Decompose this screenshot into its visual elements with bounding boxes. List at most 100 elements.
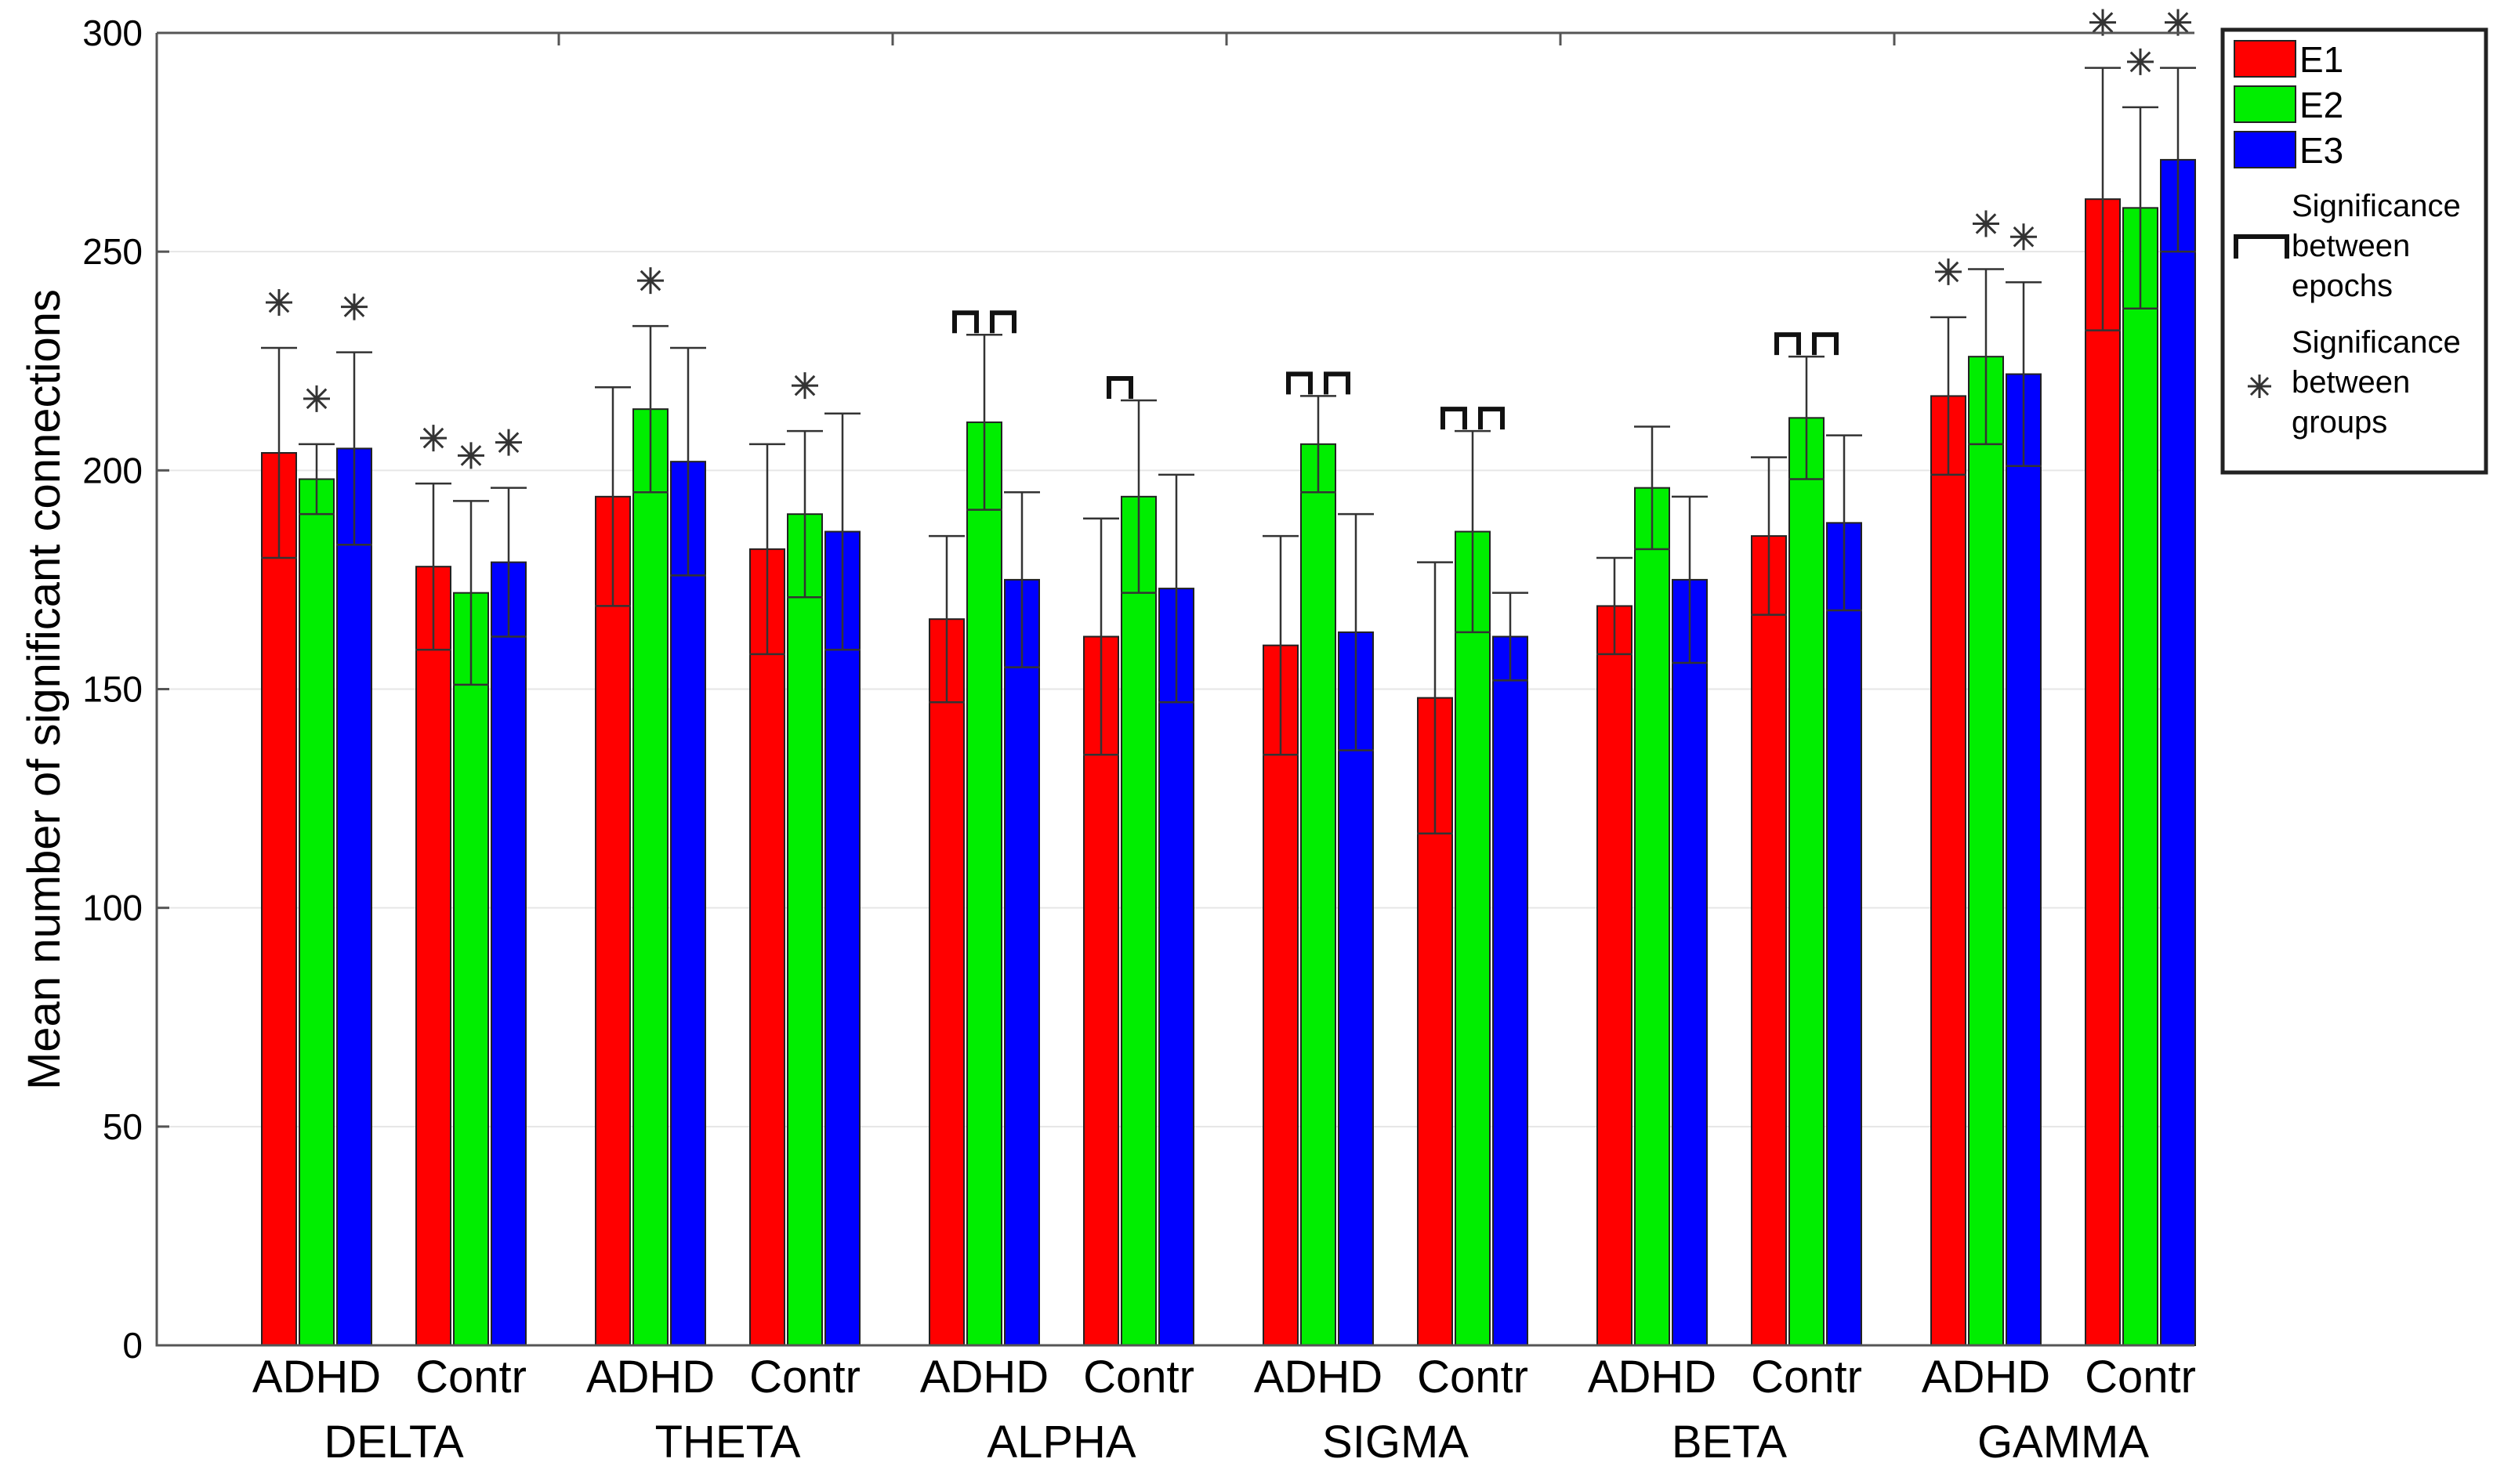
x-tick-label-contr: Contr: [1417, 1352, 1528, 1403]
x-tick-label-contr: Contr: [1751, 1352, 1862, 1403]
group-significance-star: [637, 267, 664, 295]
x-tick-label-adhd: ADHD: [1588, 1352, 1716, 1403]
error-bar-e3: [824, 412, 861, 651]
bar-e1-adhd: [1263, 644, 1299, 1346]
legend-bracket-icon: [2234, 234, 2289, 259]
error-bar-e3: [336, 351, 372, 546]
group-significance-star: [458, 442, 484, 469]
error-bar-e2: [787, 429, 823, 599]
group-significance-star: [495, 429, 522, 456]
error-bar-e1: [1083, 517, 1119, 756]
error-bar-e2: [2122, 106, 2158, 309]
bar-e3-contr: [824, 530, 861, 1346]
bar-e2-contr: [2122, 207, 2158, 1346]
group-significance-star: [303, 385, 330, 412]
legend-star-label-3: groups: [2292, 405, 2387, 440]
epoch-significance-bracket: [1478, 407, 1505, 430]
error-bar-e2: [1788, 355, 1825, 480]
x-tick-label-contr: Contr: [749, 1352, 861, 1403]
tick-labels: 0 50 100 150 200 250 300 ADHD Contr ADHD Contr ADHD…: [82, 13, 2230, 1468]
bar-e2-contr: [1121, 495, 1157, 1346]
bar-e3-contr: [1158, 588, 1194, 1346]
error-bar-e1: [1751, 456, 1787, 616]
group-significance-star: [341, 293, 368, 320]
error-bar-e1: [261, 346, 297, 559]
error-bar-e1: [1263, 534, 1299, 756]
group-significance-star: [1935, 258, 1962, 285]
y-tick-label: 300: [82, 13, 143, 53]
error-bar-e2: [453, 500, 489, 686]
bar-e1-contr: [2085, 198, 2121, 1347]
band-label-sigma: SIGMA: [1322, 1417, 1469, 1468]
y-tick-label: 100: [82, 888, 143, 928]
bar-e2-adhd: [1300, 443, 1336, 1346]
legend-swatch-e2: [2234, 85, 2296, 123]
error-bar-e3: [2160, 67, 2196, 253]
epoch-significance-bracket: [1440, 407, 1467, 430]
legend-entry-e3: E3: [2299, 130, 2343, 171]
band-label-alpha: ALPHA: [987, 1417, 1136, 1468]
error-bar-e1: [1596, 556, 1632, 656]
bar-e2-contr: [787, 513, 823, 1347]
bars: [261, 158, 2196, 1347]
bar-e3-adhd: [1004, 578, 1040, 1346]
group-significance-star: [2010, 223, 2037, 251]
error-bar-e3: [1158, 473, 1194, 704]
epoch-significance-bracket: [1812, 332, 1839, 356]
x-tick-label-contr: Contr: [1083, 1352, 1194, 1403]
bar-e1-contr: [749, 548, 785, 1346]
x-tick-label-adhd: ADHD: [920, 1352, 1049, 1403]
error-bar-e2: [1300, 395, 1336, 494]
x-tick-label-contr: Contr: [2085, 1352, 2196, 1403]
band-label-theta: THETA: [655, 1417, 801, 1468]
legend-swatch-e3: [2234, 131, 2296, 168]
error-bar-e3: [1004, 491, 1040, 668]
bar-e3-contr: [1492, 635, 1528, 1346]
epoch-significance-bracket: [990, 310, 1016, 334]
bar-e1-adhd: [261, 452, 297, 1346]
error-bar-e2: [1121, 399, 1157, 594]
bar-e2-contr: [1455, 530, 1491, 1346]
error-bar-e3: [1826, 434, 1862, 612]
bar-e1-adhd: [1930, 395, 1966, 1347]
group-significance-star: [266, 289, 292, 316]
bar-e3-contr: [2160, 158, 2196, 1347]
error-bar-e1: [595, 386, 631, 607]
x-tick-label-adhd: ADHD: [586, 1352, 715, 1403]
bar-e2-adhd: [632, 408, 669, 1347]
legend-entry-e1: E1: [2299, 39, 2343, 80]
epoch-significance-bracket: [1774, 332, 1801, 356]
group-significance-star: [792, 372, 818, 400]
bar-e1-adhd: [929, 618, 965, 1346]
legend: E1 E2 E3 Significance between epochs Sig…: [2220, 27, 2488, 475]
error-bar-e2: [299, 443, 335, 516]
error-bar-e3: [2006, 281, 2042, 467]
bar-e3-adhd: [2006, 373, 2042, 1346]
bar-e2-adhd: [966, 421, 1002, 1347]
bar-e1-adhd: [1596, 605, 1632, 1346]
bar-e1-adhd: [595, 495, 631, 1346]
bar-e3-adhd: [336, 447, 372, 1347]
epoch-significance-bracket: [1286, 371, 1313, 395]
group-significance-star: [420, 425, 447, 452]
legend-star-label-2: between: [2292, 365, 2410, 400]
error-bar-e2: [1968, 268, 2004, 446]
x-tick-label-contr: Contr: [415, 1352, 527, 1403]
significance-annotations: [266, 9, 2191, 469]
legend-entry-e2: E2: [2299, 85, 2343, 125]
bar-e2-contr: [453, 592, 489, 1346]
error-bar-e2: [1634, 425, 1670, 551]
error-bars: [261, 67, 2196, 834]
bar-e2-adhd: [299, 478, 335, 1346]
group-significance-star: [1973, 210, 1999, 237]
error-bar-e2: [632, 324, 669, 494]
y-tick-label: 150: [82, 669, 143, 710]
epoch-significance-bracket: [1107, 376, 1133, 399]
legend-bracket-label-2: between: [2292, 229, 2410, 263]
legend-swatch-e1: [2234, 40, 2296, 78]
y-tick-label: 50: [103, 1106, 143, 1147]
bar-e2-contr: [1788, 417, 1825, 1346]
group-significance-star: [2089, 9, 2116, 36]
bar-e2-adhd: [1968, 356, 2004, 1347]
